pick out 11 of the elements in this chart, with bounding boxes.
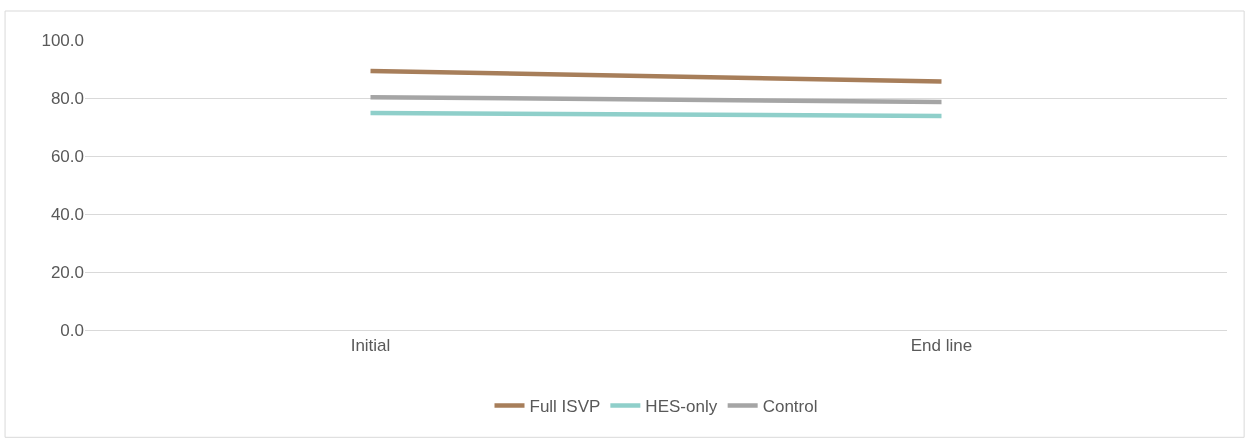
x-tick-label: End line	[910, 336, 973, 356]
x-tick-label: Initial	[350, 336, 391, 356]
legend-label: HES-only	[645, 397, 718, 417]
y-tick-label: 20.0	[50, 262, 84, 282]
legend-label: Control	[762, 397, 818, 417]
y-tick-label: 0.0	[60, 320, 84, 340]
y-tick-label: 40.0	[50, 204, 84, 224]
y-tick-label: 60.0	[50, 146, 84, 166]
legend-label: Full ISVP	[529, 397, 601, 417]
y-tick-label: 100.0	[41, 30, 84, 50]
y-tick-label: 80.0	[50, 88, 84, 108]
